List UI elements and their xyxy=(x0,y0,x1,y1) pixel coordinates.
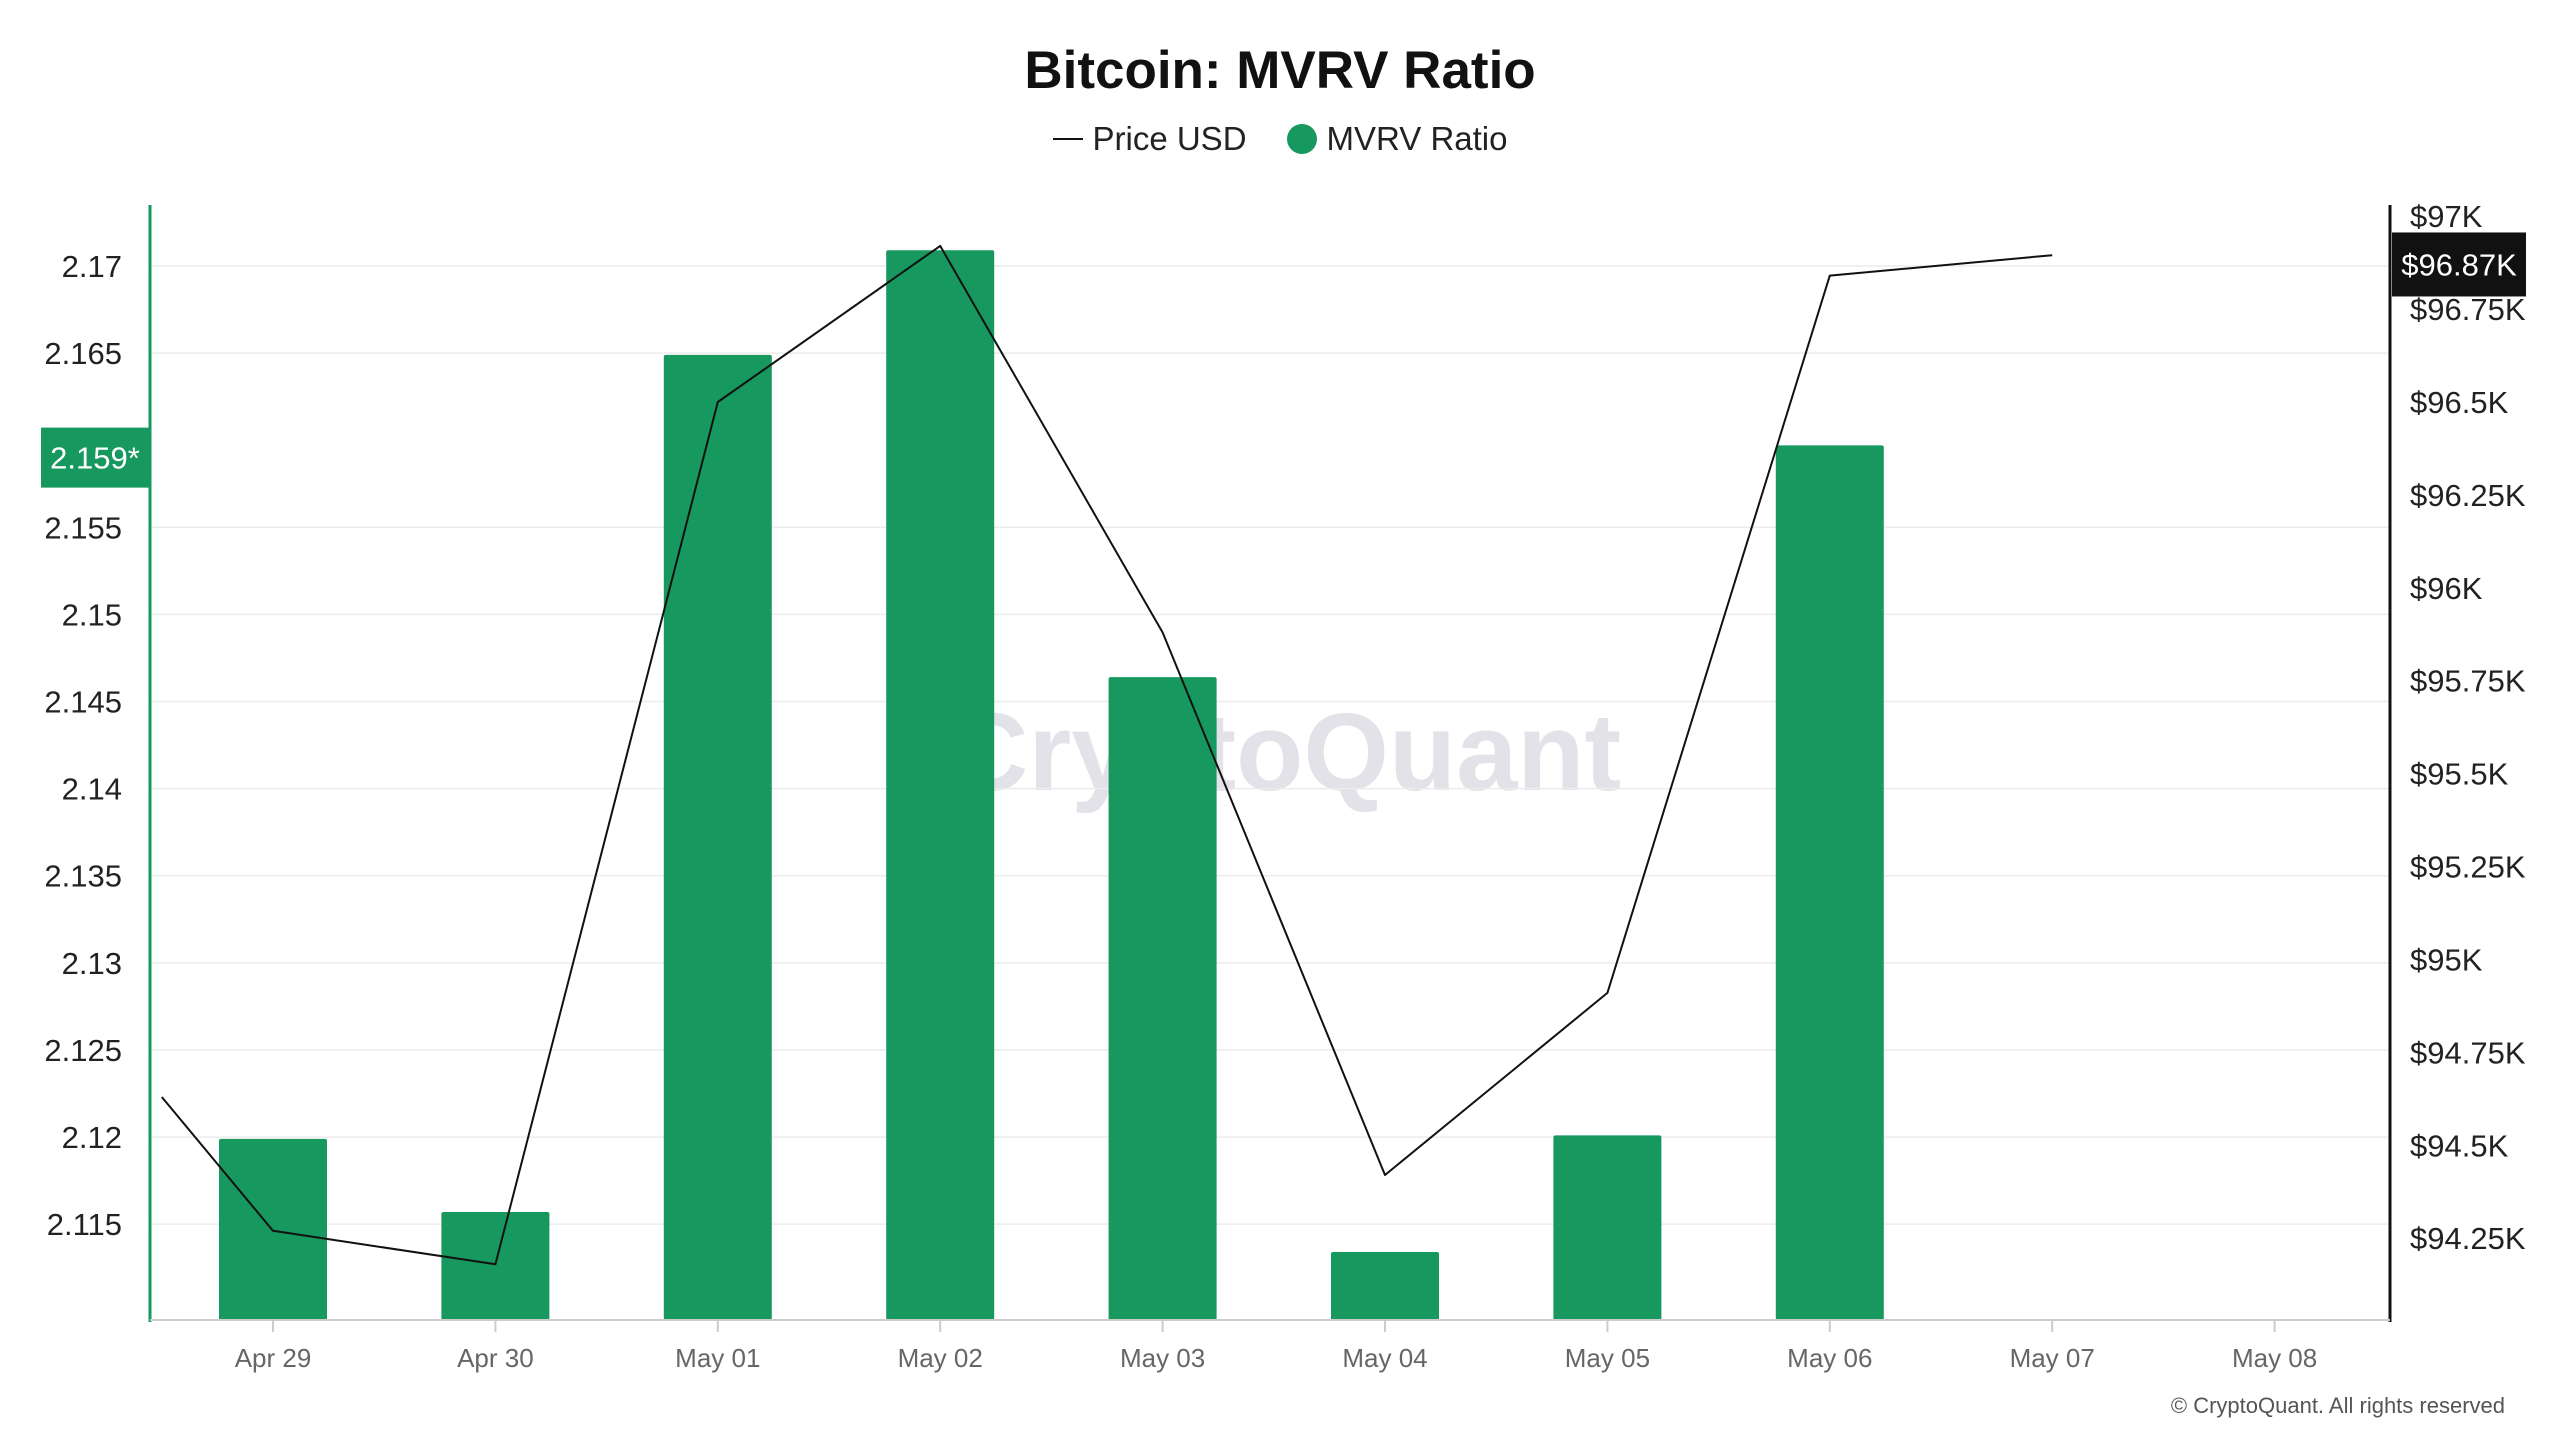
x-tick-label: May 03 xyxy=(1120,1343,1205,1373)
x-tick-label: May 06 xyxy=(1787,1343,1872,1373)
right-tick-label: $96.75K xyxy=(2410,292,2526,327)
axes xyxy=(148,205,2392,1332)
mvrv-bar xyxy=(1553,1135,1662,1320)
mvrv-bar xyxy=(886,250,995,1320)
right-tick-label: $95.75K xyxy=(2410,664,2526,699)
right-tick-label: $97K xyxy=(2410,199,2483,234)
x-tick-label: May 07 xyxy=(2010,1343,2095,1373)
left-current-label: 2.159* xyxy=(50,441,140,476)
right-tick-label: $94.5K xyxy=(2410,1128,2509,1163)
x-tick-label: May 05 xyxy=(1565,1343,1650,1373)
chart-title: Bitcoin: MVRV Ratio xyxy=(1024,41,1536,100)
copyright-text: © CryptoQuant. All rights reserved xyxy=(2170,1393,2505,1418)
legend-dot-icon xyxy=(1286,124,1317,154)
mvrv-bar xyxy=(663,354,772,1320)
right-current-badge xyxy=(2392,232,2526,297)
x-tick-label: May 04 xyxy=(1342,1343,1427,1373)
chart-legend: Price USD MVRV Ratio xyxy=(0,120,2560,158)
right-tick-label: $94.75K xyxy=(2410,1035,2526,1070)
x-tick-label: May 02 xyxy=(898,1343,983,1373)
mvrv-bar xyxy=(1775,445,1884,1320)
legend-label-mvrv: MVRV Ratio xyxy=(1326,120,1508,157)
mvrv-bar xyxy=(1331,1252,1439,1320)
right-tick-label: $94.25K xyxy=(2410,1221,2526,1256)
left-tick-label: 2.145 xyxy=(44,685,122,720)
price-line xyxy=(161,244,2053,1266)
x-tick-label: May 08 xyxy=(2232,1343,2317,1373)
legend-item-mvrv[interactable]: MVRV Ratio xyxy=(1286,120,1508,158)
price-line-series xyxy=(161,244,2053,1266)
x-tick-label: May 01 xyxy=(675,1343,760,1373)
right-tick-label: $95.25K xyxy=(2410,850,2526,885)
left-tick-label: 2.165 xyxy=(44,336,122,371)
right-tick-label: $96K xyxy=(2410,571,2483,606)
x-tick-label: Apr 29 xyxy=(235,1343,312,1373)
left-tick-label: 2.13 xyxy=(62,946,122,981)
left-tick-label: 2.125 xyxy=(44,1033,122,1068)
watermark-text: CryptoQuant xyxy=(949,691,1621,814)
left-tick-label: 2.17 xyxy=(62,249,122,284)
right-tick-label: $95K xyxy=(2410,942,2483,977)
bar-series xyxy=(219,250,1884,1320)
left-tick-label: 2.14 xyxy=(62,772,122,807)
left-tick-label: 2.15 xyxy=(62,597,122,632)
legend-label-price: Price USD xyxy=(1092,120,1247,157)
right-tick-label: $96.5K xyxy=(2410,385,2509,420)
right-tick-label: $96.25K xyxy=(2410,478,2526,513)
left-tick-label: 2.135 xyxy=(44,859,122,894)
right-current-label: $96.87K xyxy=(2401,247,2517,282)
mvrv-bar xyxy=(1108,677,1217,1320)
legend-item-price[interactable]: Price USD xyxy=(1052,120,1247,158)
mvrv-bar xyxy=(441,1211,550,1320)
left-tick-label: 2.12 xyxy=(62,1120,122,1155)
left-tick-label: 2.155 xyxy=(44,510,122,545)
right-tick-label: $95.5K xyxy=(2410,757,2509,792)
left-tick-label: 2.115 xyxy=(47,1207,122,1242)
axis-labels: 2.115 2.12 2.125 2.13 2.135 2.14 2.145 2.15 2.15… xyxy=(41,199,2526,1373)
x-tick-label: Apr 30 xyxy=(457,1343,534,1373)
left-current-badge xyxy=(41,427,150,488)
legend-line-icon xyxy=(1052,138,1083,140)
